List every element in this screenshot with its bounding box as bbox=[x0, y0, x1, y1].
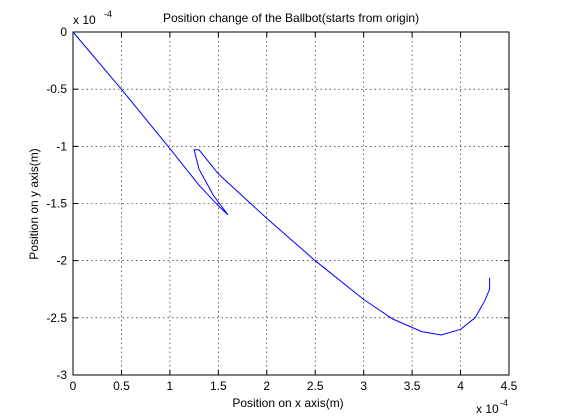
plot-area bbox=[72, 31, 510, 376]
x-tick-label: 1 bbox=[167, 379, 174, 393]
series-layer bbox=[72, 31, 491, 336]
tick-layer: 0 0.5 1 1.5 2 2.5 3 3.5 4 4.5 0 -0.5 -1 -1.5 -2 -2.5 -3 bbox=[46, 25, 517, 393]
x-tick-label: 2.5 bbox=[307, 379, 324, 393]
y-scale-label: x 10 bbox=[73, 13, 96, 27]
y-tick-label: -0.5 bbox=[46, 82, 67, 96]
x-tick-label: 3 bbox=[360, 379, 367, 393]
x-tick-label: 4.5 bbox=[501, 379, 518, 393]
x-scale-label: x 10 bbox=[476, 402, 499, 416]
x-tick-label: 1.5 bbox=[210, 379, 227, 393]
x-axis-label: Position on x axis(m) bbox=[232, 396, 343, 410]
y-tick-label: 0 bbox=[60, 25, 67, 39]
x-tick-label: 4 bbox=[457, 379, 464, 393]
x-scale-exponent: -4 bbox=[500, 398, 508, 408]
y-tick-label: -1.5 bbox=[46, 197, 67, 211]
y-scale-factor: x 10 -4 bbox=[73, 9, 112, 27]
y-tick-label: -2 bbox=[56, 254, 67, 268]
x-tick-label: 0 bbox=[70, 379, 77, 393]
y-tick-label: -1 bbox=[56, 139, 67, 153]
chart-title: Position change of the Ballbot(starts fr… bbox=[163, 11, 419, 25]
y-axis-label: Position on y axis(m) bbox=[27, 148, 41, 259]
grid-layer bbox=[73, 32, 509, 375]
x-tick-label: 0.5 bbox=[113, 379, 130, 393]
y-scale-exponent: -4 bbox=[104, 9, 112, 19]
x-tick-label: 3.5 bbox=[404, 379, 421, 393]
series-line bbox=[72, 31, 491, 336]
y-tick-label: -3 bbox=[56, 368, 67, 382]
y-tick-label: -2.5 bbox=[46, 311, 67, 325]
x-scale-factor: x 10 -4 bbox=[476, 398, 508, 416]
x-tick-label: 2 bbox=[263, 379, 270, 393]
